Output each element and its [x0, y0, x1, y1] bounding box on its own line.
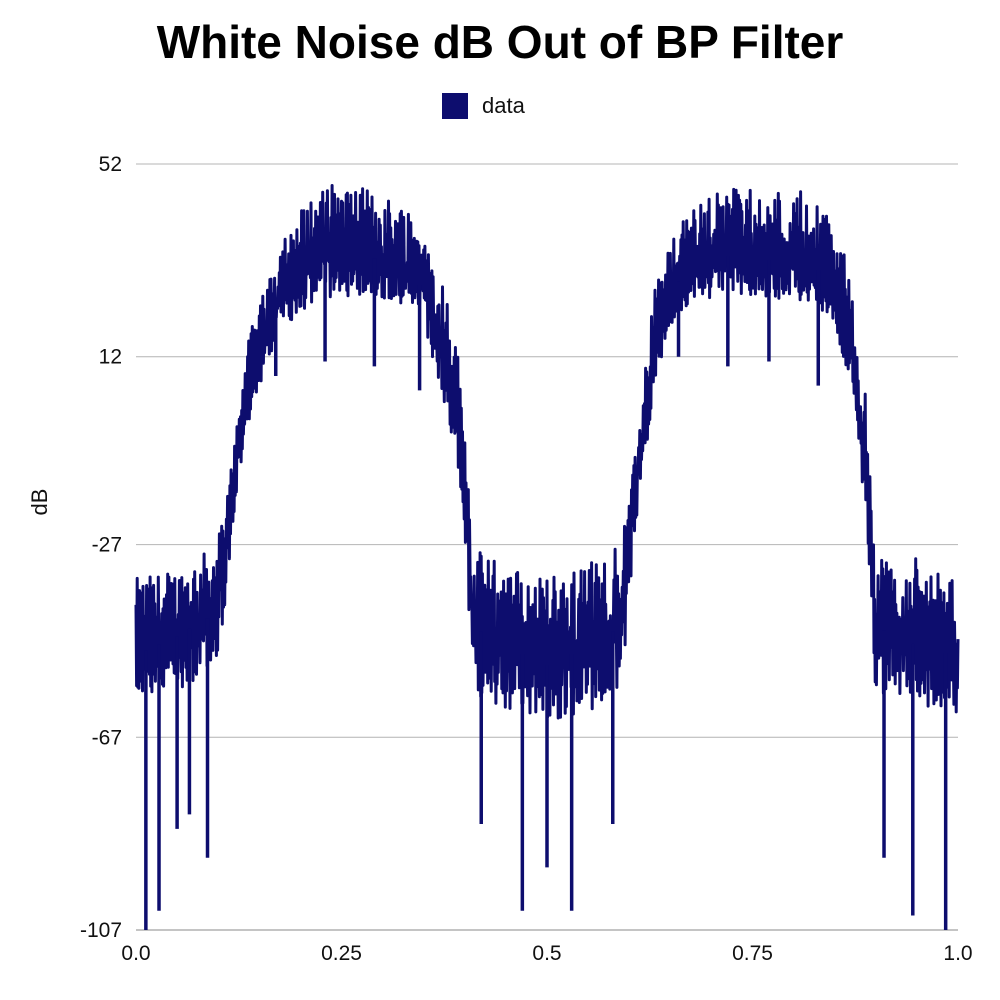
y-tick-label: 52: [99, 153, 122, 176]
legend: data: [442, 93, 526, 119]
x-axis-ticks: 0.0 0.25 0.5 0.75 1.0: [121, 942, 972, 965]
legend-label-data: data: [482, 93, 526, 118]
series-line-data: [134, 184, 960, 720]
series-data: [134, 184, 960, 930]
y-tick-label: -27: [92, 534, 122, 557]
y-axis-label: dB: [27, 489, 52, 516]
grid: [136, 163, 958, 931]
x-tick-label: 1.0: [943, 942, 972, 965]
x-tick-label: 0.75: [732, 942, 773, 965]
y-tick-label: -67: [92, 726, 122, 749]
x-tick-label: 0.0: [121, 942, 150, 965]
y-tick-label: 12: [99, 346, 122, 369]
legend-swatch-data: [442, 93, 468, 119]
x-tick-label: 0.25: [321, 942, 362, 965]
y-axis-ticks: 52 12 -27 -67 -107: [80, 153, 122, 942]
x-tick-label: 0.5: [532, 942, 561, 965]
chart-title: White Noise dB Out of BP Filter: [157, 16, 844, 68]
y-tick-label: -107: [80, 919, 122, 942]
